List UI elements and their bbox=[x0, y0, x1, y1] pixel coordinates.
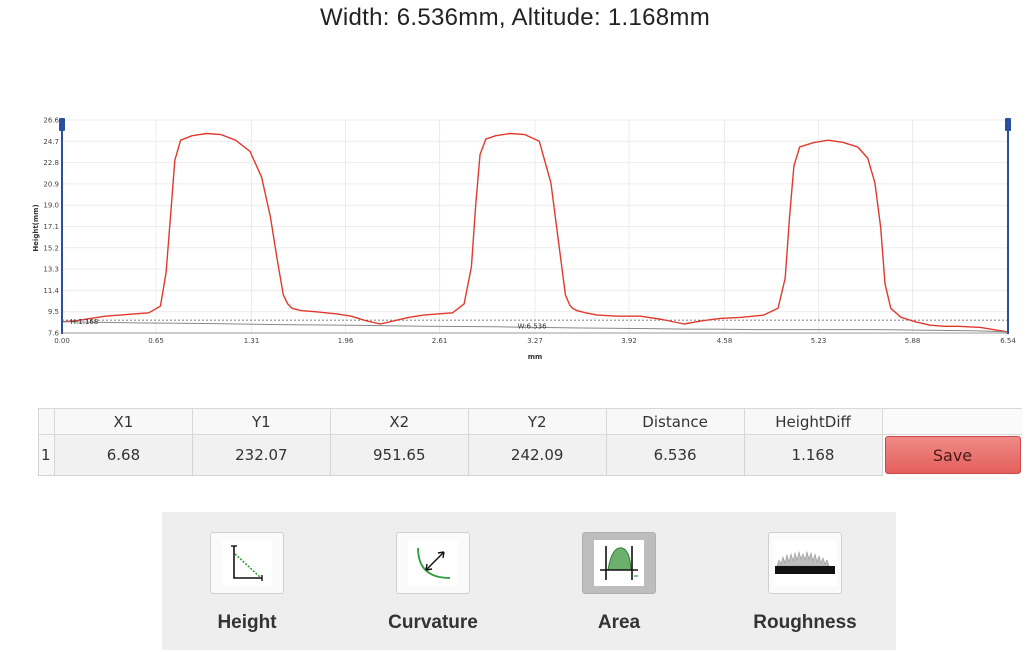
row-index: 1 bbox=[38, 434, 55, 476]
x-tick-label: 0.00 bbox=[54, 337, 70, 345]
chart-annotations: H:1.168 W:6.536 bbox=[71, 318, 547, 330]
roughness-icon bbox=[775, 550, 835, 574]
cell-y2: 242.09 bbox=[467, 434, 607, 476]
height-tile[interactable] bbox=[210, 532, 284, 594]
table-header-row: X1 Y1 X2 Y2 Distance HeightDiff bbox=[38, 408, 1022, 435]
index-header bbox=[38, 408, 55, 435]
y-tick-label: 17.1 bbox=[43, 223, 59, 231]
y-tick-label: 11.4 bbox=[43, 287, 59, 295]
header-distance: Distance bbox=[605, 408, 745, 435]
y-tick-label: 26.6 bbox=[43, 117, 59, 125]
y-tick-label: 15.2 bbox=[43, 244, 59, 252]
x-tick-label: 3.92 bbox=[621, 337, 637, 345]
header-y1: Y1 bbox=[191, 408, 331, 435]
x-axis-label: mm bbox=[528, 353, 543, 361]
tool-label: Curvature bbox=[388, 612, 478, 633]
height-icon bbox=[231, 545, 263, 581]
x-tick-label: 2.61 bbox=[432, 337, 448, 345]
action-cell: Save bbox=[882, 434, 1022, 476]
curvature-icon bbox=[417, 547, 451, 579]
measurement-toolbar: Height Curvature bbox=[162, 512, 896, 650]
x-tick-label: 3.27 bbox=[527, 337, 543, 345]
cell-distance: 6.536 bbox=[605, 434, 745, 476]
x-tick-label: 1.31 bbox=[244, 337, 260, 345]
y-tick-label: 9.5 bbox=[48, 308, 59, 316]
y-tick-label: 13.3 bbox=[43, 266, 59, 274]
chart-series bbox=[61, 132, 1009, 333]
tool-area[interactable]: Area bbox=[534, 512, 684, 650]
y-tick-label: 20.9 bbox=[43, 180, 59, 188]
chart-grid bbox=[61, 119, 1009, 334]
x-tick-label: 5.88 bbox=[905, 337, 921, 345]
curvature-tile[interactable] bbox=[396, 532, 470, 594]
cell-x1: 6.68 bbox=[54, 434, 193, 476]
table-row[interactable]: 1 6.68 232.07 951.65 242.09 6.536 1.168 … bbox=[38, 434, 1022, 476]
save-button[interactable]: Save bbox=[884, 436, 1021, 475]
chart-annotation: H:1.168 bbox=[71, 318, 99, 326]
cell-y1: 232.07 bbox=[191, 434, 331, 476]
x-tick-labels: 0.00 0.65 1.31 1.96 2.61 3.27 3.92 4.58 5.23 5.88… bbox=[54, 337, 1016, 345]
header-x1: X1 bbox=[54, 408, 193, 435]
area-tile[interactable] bbox=[582, 532, 656, 594]
header-x2: X2 bbox=[329, 408, 469, 435]
roughness-tile[interactable] bbox=[768, 532, 842, 594]
header-y2: Y2 bbox=[467, 408, 607, 435]
tool-curvature[interactable]: Curvature bbox=[348, 512, 498, 650]
y-tick-label: 19.0 bbox=[43, 202, 59, 210]
baseline-series-line bbox=[61, 321, 1009, 333]
y-tick-label: 7.6 bbox=[48, 330, 60, 338]
chart-annotation: W:6.536 bbox=[518, 323, 547, 331]
measurement-table: X1 Y1 X2 Y2 Distance HeightDiff 1 6.68 2… bbox=[38, 408, 1022, 476]
tool-height[interactable]: Height bbox=[162, 512, 312, 650]
page-title: Width: 6.536mm, Altitude: 1.168mm bbox=[319, 4, 711, 31]
cell-heightdiff: 1.168 bbox=[743, 434, 883, 476]
profile-series-line bbox=[61, 132, 1009, 333]
header-heightdiff: HeightDiff bbox=[743, 408, 883, 435]
tool-roughness[interactable]: Roughness bbox=[720, 512, 870, 650]
x-tick-label: 4.58 bbox=[717, 337, 733, 345]
tool-label: Area bbox=[597, 612, 641, 633]
tool-label: Roughness bbox=[753, 612, 857, 633]
area-icon bbox=[600, 546, 638, 580]
y-tick-label: 22.8 bbox=[43, 159, 59, 167]
x-tick-label: 0.65 bbox=[148, 337, 164, 345]
x-tick-label: 5.23 bbox=[811, 337, 827, 345]
left-cursor-handle[interactable] bbox=[59, 118, 65, 334]
profile-chart: 7.6 9.5 11.4 13.3 15.2 17.1 19.0 20.9 22.8 24.7 26… bbox=[32, 117, 1016, 362]
tool-label: Height bbox=[217, 612, 277, 633]
x-tick-label: 1.96 bbox=[338, 337, 354, 345]
y-tick-label: 24.7 bbox=[43, 138, 59, 146]
header-action bbox=[881, 408, 1022, 435]
y-tick-labels: 7.6 9.5 11.4 13.3 15.2 17.1 19.0 20.9 22.8 24.7 26… bbox=[43, 117, 59, 338]
x-tick-label: 6.54 bbox=[1000, 337, 1016, 345]
right-cursor-handle[interactable] bbox=[1005, 118, 1011, 334]
cell-x2: 951.65 bbox=[329, 434, 469, 476]
y-axis-label: Height(mm) bbox=[32, 204, 40, 251]
